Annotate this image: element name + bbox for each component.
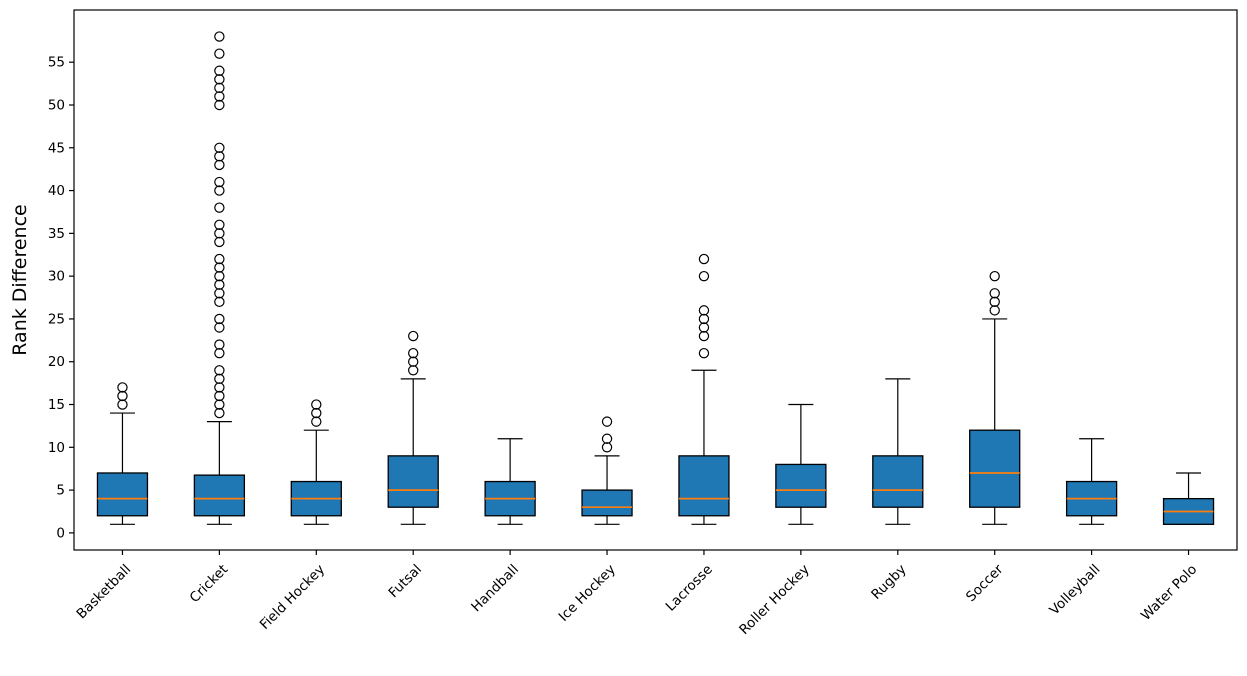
outlier-point [214,31,225,42]
outlier-point [214,91,225,102]
outlier-point [989,296,1000,308]
y-tick-label: 25 [48,311,65,327]
outlier-point [117,390,128,402]
outlier-point [214,253,225,265]
outlier-point [311,407,322,419]
outlier-point [214,390,225,402]
outlier-point [214,365,225,376]
x-tick-label: Handball [468,562,522,616]
box-rugby [872,455,924,508]
y-tick-label: 10 [48,440,65,456]
y-tick-label: 40 [48,183,65,199]
outlier-point [989,270,1000,282]
outlier-point [214,322,225,333]
outlier-point [214,270,225,282]
outlier-point [214,236,225,248]
outlier-point [311,416,322,427]
box-ice-hockey [581,489,633,517]
outlier-point [698,330,710,342]
x-tick-label: Rugby [868,562,909,603]
outlier-point [698,253,710,265]
outlier-point [989,288,1000,299]
outlier-point [214,296,225,308]
y-tick-label: 45 [48,140,65,156]
y-tick-label: 15 [48,397,65,413]
x-tick-label: Lacrosse [663,562,716,615]
y-axis-label: Rank Difference [9,204,31,355]
y-tick-label: 5 [56,483,65,499]
box-basketball [96,472,149,517]
outlier-point [214,339,225,350]
outlier-point [117,399,128,410]
box-lacrosse [678,455,730,517]
y-tick-label: 30 [48,269,65,285]
axes-frame [73,9,1238,551]
outlier-point [214,151,225,162]
box-futsal [387,455,439,508]
outlier-point [601,442,613,453]
outlier-point [698,313,710,325]
outlier-point [214,313,225,325]
outlier-point [214,65,225,76]
x-tick-label: Volleyball [1046,562,1103,619]
outlier-point [698,347,710,359]
x-tick-label: Roller Hockey [736,562,812,638]
outlier-point [214,142,225,153]
outlier-point [214,219,225,231]
outlier-point [214,288,225,299]
x-tick-label: Futsal [385,562,425,602]
outlier-point [311,399,322,410]
outlier-point [214,82,225,94]
outlier-point [698,305,710,316]
x-tick-label: Water Polo [1138,562,1200,624]
x-tick-label: Soccer [963,561,1007,605]
x-tick-label: Field Hockey [257,562,328,633]
outlier-point [408,365,419,376]
outlier-point [214,399,225,410]
outlier-point [214,382,225,393]
outlier-point [214,279,225,290]
y-tick-label: 55 [48,55,65,71]
outlier-point [214,48,225,59]
x-tick-label: Basketball [74,562,135,623]
outlier-point [214,74,225,85]
outlier-point [214,185,225,196]
box-soccer [969,429,1021,508]
outlier-point [214,159,225,171]
outlier-point [408,347,419,359]
outlier-point [698,322,710,333]
outlier-point [601,433,613,444]
outlier-point [214,202,225,213]
outlier-point [214,373,225,385]
outlier-point [117,382,128,393]
outlier-point [698,270,710,282]
outlier-point [214,407,225,419]
y-tick-label: 20 [48,354,65,370]
outlier-point [214,347,225,359]
y-tick-label: 35 [48,226,65,242]
outlier-point [408,330,419,342]
outlier-point [601,416,613,427]
box-cricket [193,474,246,517]
x-tick-label: Cricket [187,562,232,607]
x-tick-label: Ice Hockey [556,562,619,625]
outlier-point [214,99,225,111]
outlier-point [214,228,225,239]
outlier-point [214,176,225,188]
outlier-point [408,356,419,367]
outlier-point [989,305,1000,316]
outlier-point [214,262,225,273]
y-tick-label: 0 [56,525,65,541]
box-roller-hockey [775,463,827,508]
y-tick-label: 50 [48,97,65,113]
